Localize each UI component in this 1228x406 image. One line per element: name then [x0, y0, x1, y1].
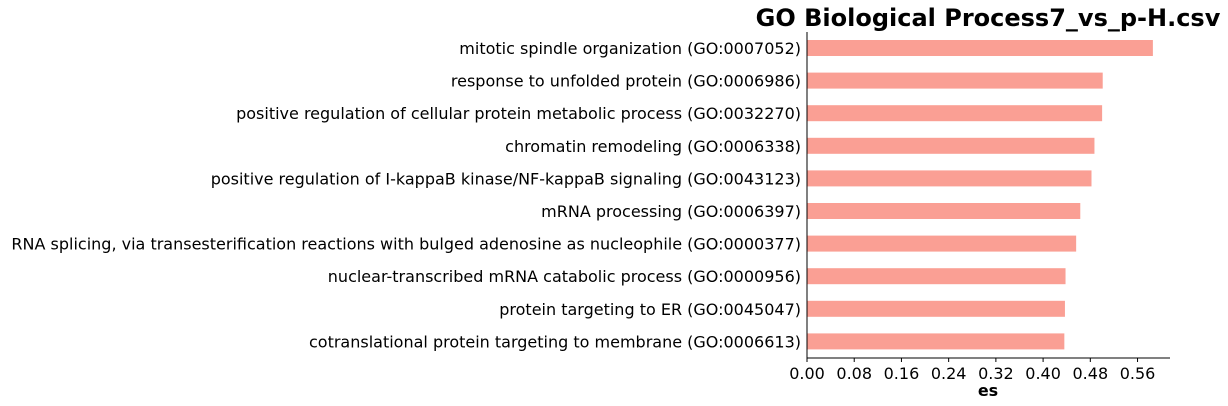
category-labels: mitotic spindle organization (GO:0007052…	[11, 39, 801, 351]
x-tick-label: 0.56	[1120, 364, 1156, 383]
bar	[807, 203, 1081, 219]
x-tick-label: 0.24	[931, 364, 967, 383]
x-tick-label: 0.48	[1073, 364, 1109, 383]
category-label: RNA splicing, via transesterification re…	[11, 235, 801, 254]
bar	[807, 40, 1153, 56]
category-label: mRNA processing (GO:0006397)	[541, 202, 801, 221]
bar	[807, 137, 1095, 154]
bars-group	[807, 40, 1153, 350]
x-tick-label: 0.08	[836, 364, 872, 383]
category-label: chromatin remodeling (GO:0006338)	[505, 137, 801, 156]
category-label: mitotic spindle organization (GO:0007052…	[459, 39, 801, 58]
category-label: cotranslational protein targeting to mem…	[309, 332, 801, 351]
category-label: protein targeting to ER (GO:0045047)	[499, 300, 801, 319]
bar	[807, 300, 1065, 317]
bar	[807, 170, 1092, 187]
x-axis-label: es	[978, 381, 998, 400]
category-label: positive regulation of cellular protein …	[236, 104, 801, 123]
bar	[807, 105, 1103, 122]
category-label: response to unfolded protein (GO:0006986…	[451, 72, 801, 91]
chart-title: GO Biological Process7_vs_p-H.csv	[756, 4, 1221, 32]
bar	[807, 235, 1077, 252]
x-ticks: 0.00 0.08 0.16 0.24 0.32 0.40 0.48 0.56	[789, 358, 1155, 383]
x-tick-label: 0.00	[789, 364, 825, 383]
category-label: positive regulation of I-kappaB kinase/N…	[211, 169, 801, 188]
x-tick-label: 0.40	[1025, 364, 1061, 383]
bar	[807, 333, 1065, 350]
bar	[807, 268, 1066, 285]
x-tick-label: 0.32	[978, 364, 1014, 383]
category-label: nuclear-transcribed mRNA catabolic proce…	[328, 267, 801, 286]
x-tick-label: 0.16	[884, 364, 920, 383]
bar	[807, 72, 1103, 89]
